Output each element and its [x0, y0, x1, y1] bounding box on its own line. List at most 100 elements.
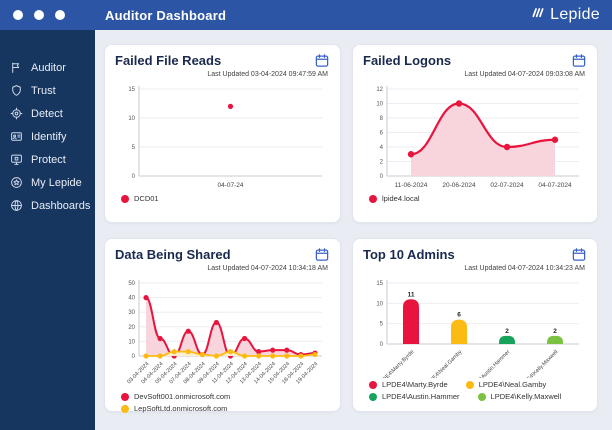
calendar-icon[interactable]: [314, 247, 330, 262]
svg-text:8: 8: [380, 116, 384, 122]
chart-legend: lpide4.local: [363, 192, 587, 203]
svg-text:6: 6: [380, 131, 384, 137]
last-updated: Last Updated 04-07-2024 09:03:08 AM: [464, 71, 585, 78]
window-controls: [13, 10, 65, 20]
lepide-mark-icon: [530, 5, 546, 26]
window-dot[interactable]: [55, 10, 65, 20]
svg-text:20-06-2024: 20-06-2024: [442, 182, 476, 189]
svg-text:10: 10: [128, 116, 135, 122]
chart-legend: LPDE4\Marty.Byrde LPDE4\Neal.Gamby LPDE4\A…: [363, 378, 587, 401]
legend-item: DCD01: [121, 194, 159, 203]
svg-text:15: 15: [128, 87, 135, 93]
legend-item: LPDE4\Austin.Hammer: [369, 392, 460, 401]
legend-dot: [369, 194, 377, 203]
legend-item: LPDE4\Kelly.Maxwell: [477, 392, 562, 401]
svg-text:LPDE4\Kelly.Maxwell: LPDE4\Kelly.Maxwell: [518, 349, 559, 378]
legend-dot: [121, 194, 129, 203]
sidebar-item-my-lepide[interactable]: My Lepide: [0, 171, 95, 194]
card-title: Data Being Shared: [115, 247, 231, 262]
brand-name: Lepide: [550, 6, 600, 23]
card-title: Top 10 Admins: [363, 247, 455, 262]
legend-item: lpide4.local: [369, 194, 420, 203]
svg-text:50: 50: [128, 281, 135, 287]
chart-legend: DCD01: [115, 192, 330, 203]
svg-text:2: 2: [553, 328, 557, 335]
sidebar: Auditor Trust Detect Identify Protect My Lepi…: [0, 30, 95, 430]
legend-label: LepSoftLtd.onmicrosoft.com: [134, 404, 228, 413]
legend-dot: [369, 380, 377, 389]
legend-label: LPDE4\Neal.Gamby: [478, 380, 547, 389]
svg-text:4: 4: [380, 145, 384, 151]
legend-label: LPDE4\Austin.Hammer: [382, 392, 460, 401]
sidebar-item-label: My Lepide: [31, 176, 82, 189]
sidebar-item-auditor[interactable]: Auditor: [0, 56, 95, 79]
calendar-icon[interactable]: [571, 53, 587, 68]
sidebar-item-dashboards[interactable]: Dashboards: [0, 194, 95, 217]
calendar-icon[interactable]: [314, 53, 330, 68]
last-updated: Last Updated 04-07-2024 10:34:23 AM: [464, 265, 585, 272]
svg-text:40: 40: [128, 296, 135, 302]
legend-label: DevSoft001.onmicrosoft.com: [134, 392, 231, 401]
svg-text:15: 15: [376, 281, 383, 287]
card-failed-file-reads: Failed File Reads Last Updated 03-04-202…: [104, 44, 341, 223]
svg-text:LPDE4\Marty.Byrde: LPDE4\Marty.Byrde: [377, 349, 415, 378]
svg-text:0: 0: [132, 354, 136, 360]
svg-text:20: 20: [128, 325, 135, 331]
svg-text:30: 30: [128, 310, 135, 316]
page-title: Auditor Dashboard: [105, 7, 227, 23]
monitor-lock-icon: [10, 153, 23, 166]
legend-dot: [369, 392, 377, 401]
chart-failed-logons: 0 2 4 6 8 10 12 11-06-2024 20-06-2024 02-07-2024 0…: [376, 86, 579, 189]
card-title: Failed File Reads: [115, 53, 222, 68]
sidebar-item-label: Dashboards: [31, 199, 91, 212]
svg-text:04-07-2024: 04-07-2024: [538, 182, 572, 189]
legend-label: LPDE4\Marty.Byrde: [382, 380, 448, 389]
svg-text:10: 10: [376, 301, 383, 307]
chart-data-being-shared: 0102030405003-04-202404-04-202405-04-202…: [126, 280, 322, 385]
target-icon: [10, 107, 23, 120]
legend-dot: [465, 380, 474, 389]
topbar: Auditor Dashboard Lepide: [0, 0, 612, 30]
svg-text:04-07-24: 04-07-24: [217, 182, 243, 189]
svg-text:2: 2: [380, 160, 384, 166]
card-failed-logons: Failed Logons Last Updated 04-07-2024 09…: [352, 44, 598, 223]
legend-label: DCD01: [134, 194, 159, 203]
sidebar-item-label: Detect: [31, 107, 63, 120]
svg-text:11: 11: [408, 291, 415, 298]
legend-item: LepSoftLtd.onmicrosoft.com: [121, 404, 227, 413]
sidebar-item-trust[interactable]: Trust: [0, 79, 95, 102]
svg-text:6: 6: [457, 312, 461, 319]
sidebar-item-label: Protect: [31, 153, 66, 166]
legend-label: LPDE4\Kelly.Maxwell: [490, 392, 562, 401]
sidebar-item-identify[interactable]: Identify: [0, 125, 95, 148]
sidebar-item-label: Auditor: [31, 61, 66, 74]
svg-text:LPDE4\Neal.Gamby: LPDE4\Neal.Gamby: [424, 349, 463, 378]
svg-text:0: 0: [132, 174, 136, 180]
sidebar-item-label: Trust: [31, 84, 56, 97]
svg-text:12: 12: [376, 87, 383, 93]
card-title: Failed Logons: [363, 53, 452, 68]
svg-text:02-07-2024: 02-07-2024: [490, 182, 524, 189]
window-dot[interactable]: [13, 10, 23, 20]
sidebar-item-label: Identify: [31, 130, 67, 143]
svg-text:0: 0: [380, 342, 384, 348]
legend-label: lpide4.local: [382, 194, 420, 203]
sidebar-item-protect[interactable]: Protect: [0, 148, 95, 171]
legend-item: DevSoft001.onmicrosoft.com: [121, 392, 230, 401]
window-dot[interactable]: [34, 10, 44, 20]
legend-item: LPDE4\Neal.Gamby: [465, 380, 547, 389]
calendar-icon[interactable]: [571, 247, 587, 262]
svg-text:11-06-2024: 11-06-2024: [395, 182, 428, 189]
legend-dot: [121, 392, 129, 401]
svg-text:0: 0: [380, 174, 384, 180]
svg-text:2: 2: [505, 328, 509, 335]
sidebar-item-detect[interactable]: Detect: [0, 102, 95, 125]
legend-dot: [121, 404, 129, 413]
main-content: Failed File Reads Last Updated 03-04-202…: [95, 30, 612, 430]
last-updated: Last Updated 03-04-2024 09:47:59 AM: [207, 71, 328, 78]
brand-logo: Lepide: [530, 5, 600, 26]
globe-icon: [10, 199, 23, 212]
card-top-10-admins: Top 10 Admins Last Updated 04-07-2024 10…: [352, 238, 598, 412]
last-updated: Last Updated 04-07-2024 10:34:18 AM: [207, 265, 328, 272]
